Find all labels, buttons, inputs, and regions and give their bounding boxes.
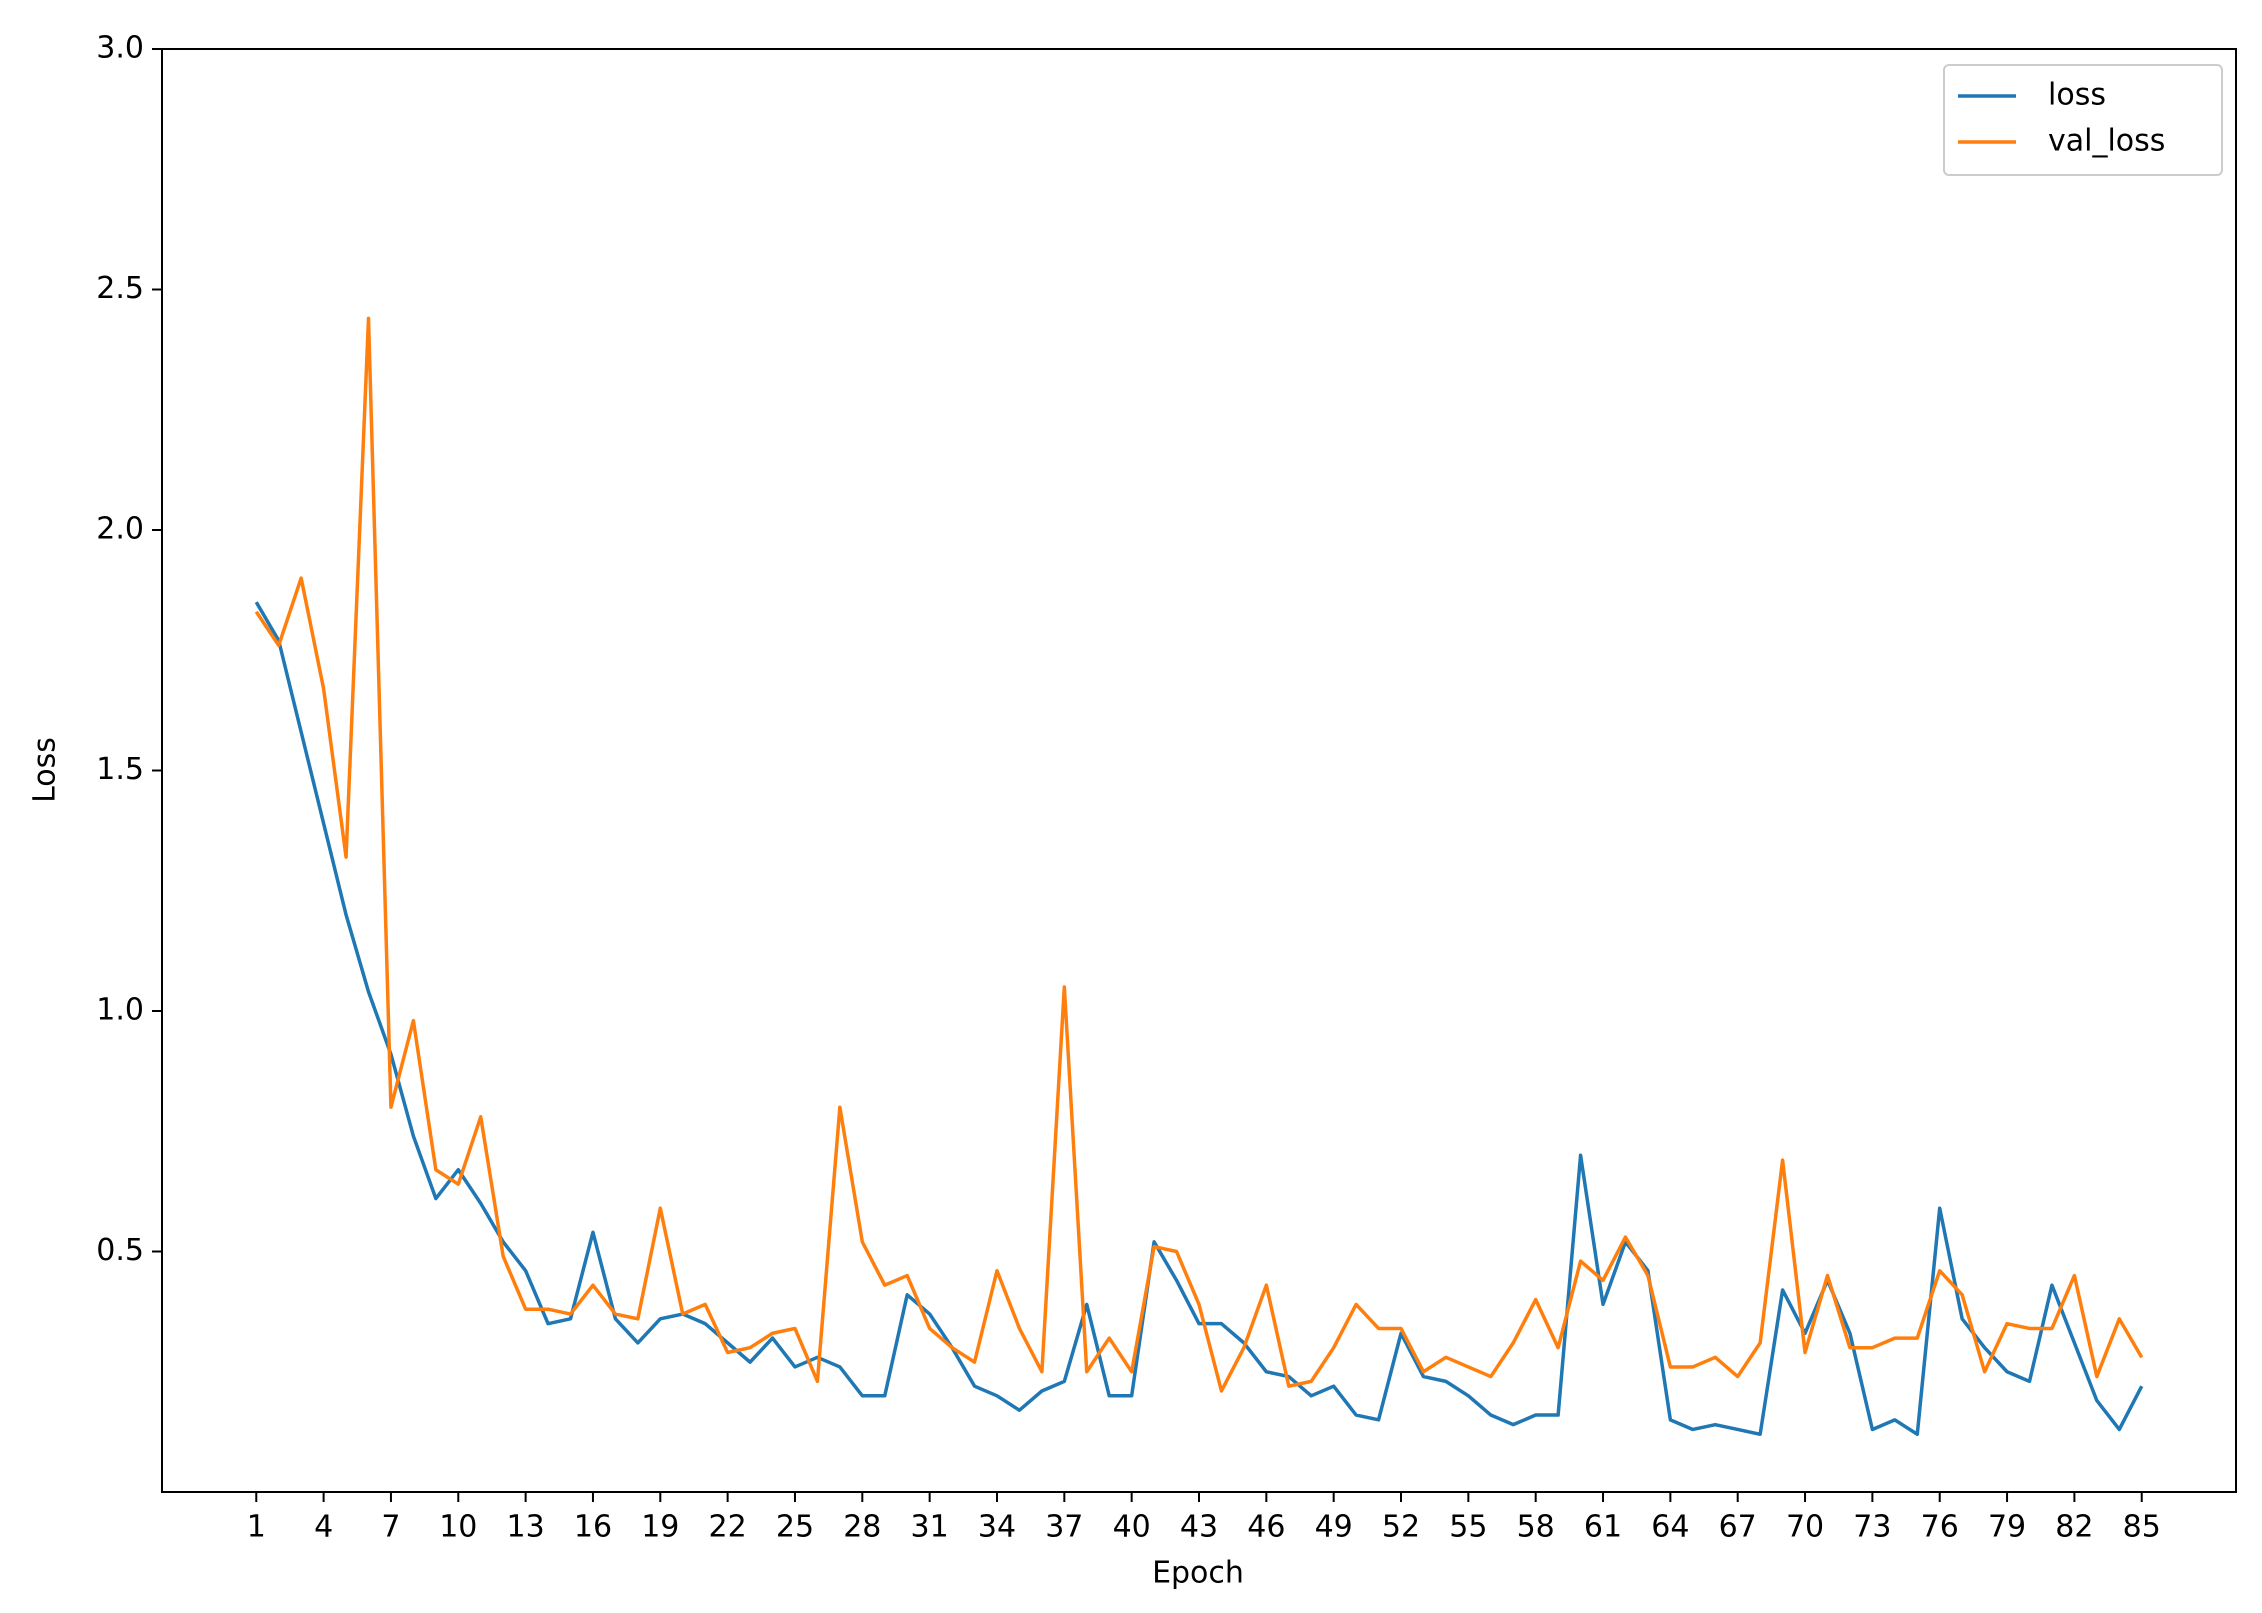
x-tick-label: 34	[978, 1510, 1016, 1545]
x-axis-label: Epoch	[1152, 1556, 1244, 1591]
x-tick-label: 46	[1247, 1510, 1285, 1545]
x-tick-label: 67	[1719, 1510, 1757, 1545]
x-tick-label: 49	[1315, 1510, 1353, 1545]
x-tick-label: 70	[1786, 1510, 1824, 1545]
x-tick-label: 43	[1180, 1510, 1218, 1545]
line-series	[254, 316, 2144, 1393]
legend-label: val_loss	[2048, 124, 2165, 159]
y-tick-label: 1.0	[96, 993, 144, 1028]
x-tick-label: 64	[1651, 1510, 1689, 1545]
x-tick-label: 82	[2055, 1510, 2093, 1545]
x-tick-label: 40	[1113, 1510, 1151, 1545]
x-tick-label: 28	[843, 1510, 881, 1545]
x-tick-label: 58	[1517, 1510, 1555, 1545]
x-tick-label: 10	[439, 1510, 477, 1545]
x-tick-label: 25	[776, 1510, 814, 1545]
x-tick-label: 37	[1045, 1510, 1083, 1545]
legend-label: loss	[2048, 78, 2106, 113]
x-tick-label: 52	[1382, 1510, 1420, 1545]
x-tick-label: 1	[247, 1510, 266, 1545]
x-tick-label: 19	[641, 1510, 679, 1545]
y-tick-label: 3.0	[96, 31, 144, 66]
y-tick-label: 2.5	[96, 271, 144, 306]
x-tick-label: 22	[709, 1510, 747, 1545]
x-tick-label: 55	[1449, 1510, 1487, 1545]
x-tick-label: 79	[1988, 1510, 2026, 1545]
x-tick-label: 4	[314, 1510, 333, 1545]
y-tick-label: 1.5	[96, 752, 144, 787]
x-tick-label: 31	[911, 1510, 949, 1545]
x-tick-label: 13	[507, 1510, 545, 1545]
y-tick-label: 0.5	[96, 1233, 144, 1268]
x-tick-label: 61	[1584, 1510, 1622, 1545]
x-tick-label: 85	[2123, 1510, 2161, 1545]
x-tick-label: 16	[574, 1510, 612, 1545]
plot-frame	[161, 48, 2237, 1493]
y-tick-label: 2.0	[96, 512, 144, 547]
x-tick-label: 76	[1921, 1510, 1959, 1545]
legend-box	[1943, 64, 2223, 176]
x-tick-label: 7	[381, 1510, 400, 1545]
x-tick-label: 73	[1853, 1510, 1891, 1545]
y-axis-label: Loss	[28, 737, 63, 803]
